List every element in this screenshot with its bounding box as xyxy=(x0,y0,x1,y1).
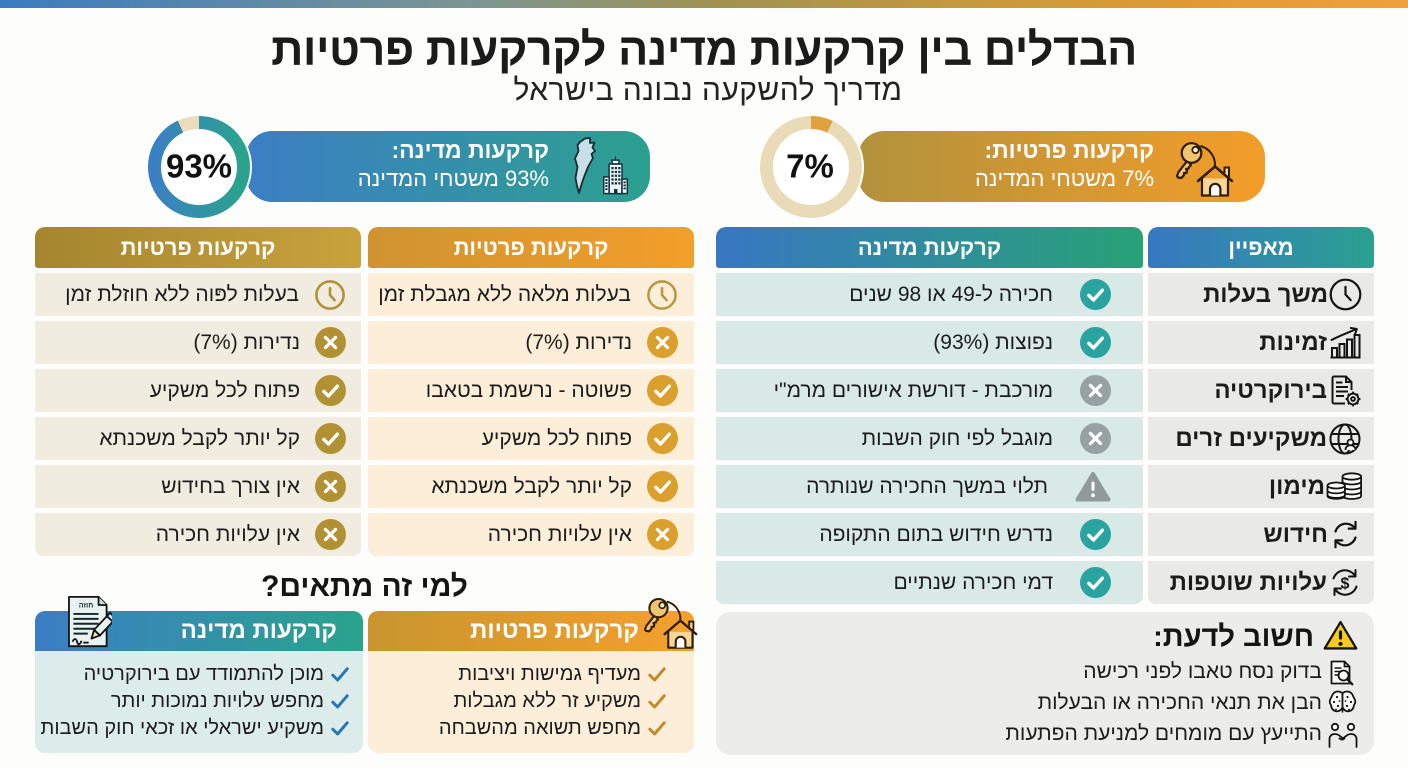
svg-text:$: $ xyxy=(1341,576,1350,593)
svg-text:7%: 7% xyxy=(786,148,834,185)
svg-text:93%: 93% xyxy=(166,148,232,185)
svg-text:חוזה: חוזה xyxy=(79,602,93,610)
